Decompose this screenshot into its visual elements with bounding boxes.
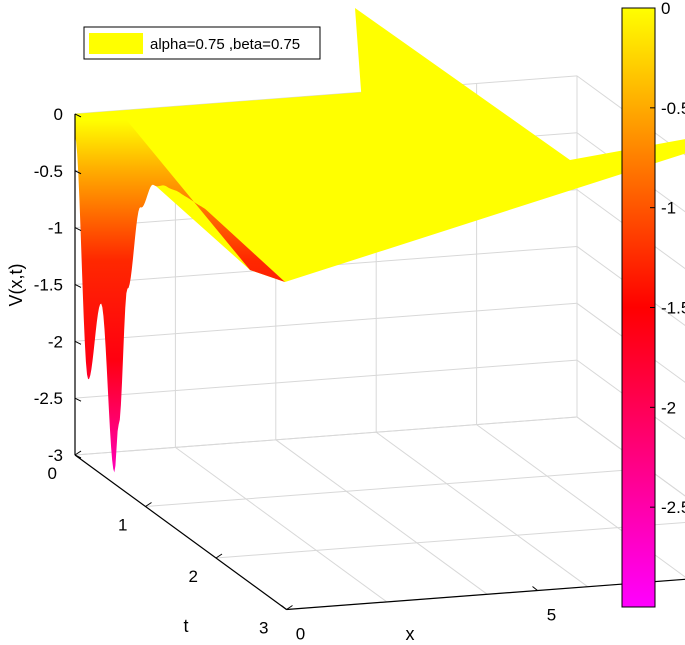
z-tick-label: -0.5 [34,162,63,181]
t-tick-label: 3 [259,619,268,638]
z-tick-mark [74,113,82,118]
t-tick-label: 1 [118,516,127,535]
z-axis-label: V(x,t) [6,264,26,307]
z-tick-mark [74,340,82,345]
grid-line [74,416,578,456]
z-tick-label: -1 [48,219,63,238]
z-tick-label: -2.5 [34,389,63,408]
t-tick-label: 2 [189,567,198,586]
legend-swatch [89,33,143,54]
grid-line [175,446,388,603]
t-tick-mark [74,450,82,456]
z-tick-mark [74,284,82,288]
x-tick-mark [532,586,538,591]
legend-label: alpha=0.75 ,beta=0.75 [150,36,300,53]
t-tick-label: 0 [48,464,57,483]
grid-line [576,359,685,440]
x-tick-mark [281,605,287,610]
grid-line [275,439,488,595]
grid-line [375,431,588,588]
legend: alpha=0.75 ,beta=0.75 [83,26,321,60]
surface-top [75,8,685,282]
t-tick-mark [286,605,293,610]
colorbar-tick-label: -0.5 [661,99,685,118]
colorbar-tick-label: 0 [661,0,670,18]
z-tick-mark [74,170,82,175]
colorbar-tick-label: -2 [661,398,676,417]
grid-line [576,189,685,270]
surface-front [75,112,285,473]
colorbar-tick-label: -1.5 [661,299,685,318]
z-tick-label: 0 [54,105,63,124]
t-axis-label: t [183,616,188,636]
z-tick-label: -2 [48,332,63,351]
x-tick-label: 0 [296,625,305,644]
axes-ticks: 0-0.5-1-1.5-2-2.5-301230510 [34,105,685,644]
grid-line [74,302,578,342]
grid-line [145,468,648,507]
colorbar: 0 -0.5 -1 -1.5 -2 -2.5 [621,0,685,608]
x-axis-label: x [406,624,415,644]
t-axis-line [74,454,287,610]
grid-line [74,359,578,399]
colorbar-tick-label: -1 [661,199,676,218]
surface-plot [75,8,685,473]
grid-line [576,246,685,326]
grid-line [576,416,685,497]
x-tick-label: 5 [547,606,556,625]
t-tick-mark [215,553,223,559]
colorbar-tick-label: -2.5 [661,498,685,517]
z-tick-label: -1.5 [34,275,63,294]
t-tick-mark [145,502,152,507]
colorbar-ticks: 0 -0.5 -1 -1.5 -2 -2.5 [650,0,685,517]
z-tick-mark [74,454,82,459]
z-tick-label: -3 [48,446,63,465]
z-tick-mark [74,397,82,402]
z-tick-mark [74,227,82,232]
colorbar-gradient [621,7,656,608]
grid-line [576,302,685,383]
